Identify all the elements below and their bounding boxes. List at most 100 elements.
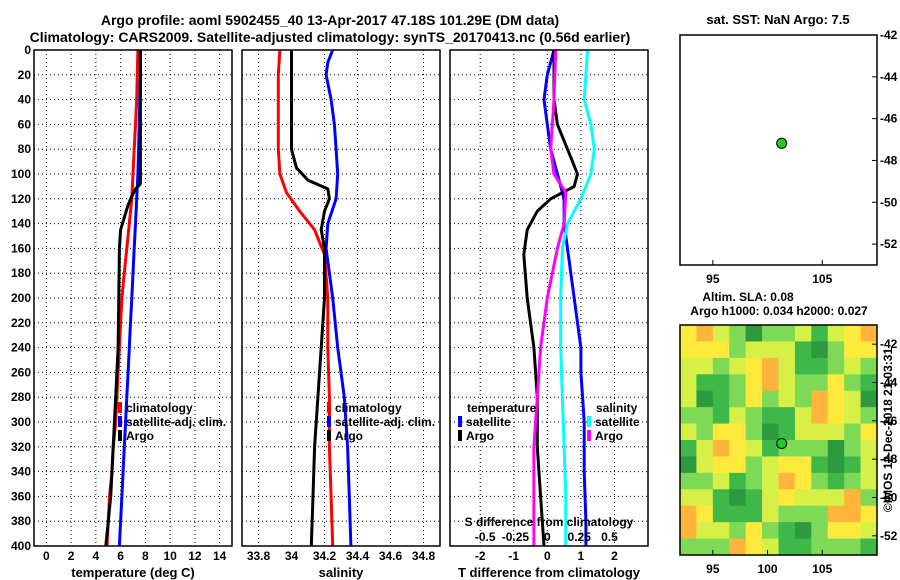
heatmap-cell — [712, 440, 730, 457]
heatmap-cell — [827, 423, 845, 441]
heatmap-cell — [794, 505, 812, 523]
legend-swatch-climatology — [327, 402, 331, 413]
x-tick-label: 105 — [812, 562, 832, 576]
panel-frame — [449, 49, 649, 547]
legend-label-argo: Argo — [335, 429, 363, 443]
heatmap-cell — [827, 472, 845, 490]
altim-title: Altim. SLA: 0.08 — [702, 290, 794, 304]
heatmap-cell — [860, 440, 877, 457]
heatmap-cell — [860, 390, 877, 408]
x-tick-label: 34.8 — [412, 549, 436, 563]
y-tick-label: -48 — [880, 153, 898, 167]
x2-tick-label: 0 — [544, 530, 551, 544]
heatmap-cell — [762, 325, 779, 342]
heatmap-cell — [762, 538, 779, 555]
heatmap-cell — [712, 538, 730, 555]
y-tick-label: -42 — [880, 28, 898, 42]
heatmap-cell — [811, 522, 829, 540]
heatmap-cell — [860, 538, 877, 555]
y-tick-label: 60 — [18, 117, 32, 131]
heatmap-cell — [745, 522, 763, 540]
legend-swatch-climatology — [118, 402, 122, 413]
x-tick-label: 34.4 — [346, 549, 370, 563]
heatmap-cell — [844, 407, 862, 425]
heatmap-cell — [712, 456, 730, 474]
heatmap-cell — [827, 505, 845, 523]
heatmap-cell — [794, 341, 812, 359]
heatmap-cell — [811, 423, 829, 441]
heatmap-cell — [729, 522, 747, 540]
heatmap-cell — [712, 374, 730, 392]
legend-label-climatology: climatology — [126, 401, 193, 415]
series-line-t-satellite — [542, 50, 588, 546]
series-line-t-argo — [522, 50, 579, 546]
heatmap-cell — [696, 538, 714, 555]
heatmap-cell — [860, 522, 877, 540]
legend-swatch-s-satellite — [587, 416, 591, 427]
x-tick-label: 8 — [142, 549, 149, 563]
heatmap-cell — [778, 456, 796, 474]
heatmap-cell — [811, 325, 829, 342]
series-line-satellite-adj-clim- — [324, 50, 353, 546]
x-tick-label: -1 — [508, 549, 519, 563]
heatmap-cell — [745, 341, 763, 359]
heatmap-cell — [680, 423, 697, 441]
legend-swatch-t-argo — [458, 430, 462, 441]
heatmap-cell — [860, 456, 877, 474]
y-tick-label: 20 — [18, 68, 32, 82]
heatmap-cell — [696, 374, 714, 392]
x-tick-label: 95 — [706, 272, 720, 286]
legend-swatch-s-argo — [587, 430, 591, 441]
y-tick-label: 40 — [18, 93, 32, 107]
heatmap-cell — [778, 472, 796, 490]
map-frame — [679, 324, 878, 556]
heatmap-cell — [745, 489, 763, 507]
heatmap-cell — [794, 374, 812, 392]
x-tick-label: 100 — [758, 562, 778, 576]
heatmap-cell — [844, 341, 862, 359]
heatmap-cell — [794, 440, 812, 457]
y-tick-label: -50 — [880, 195, 898, 209]
heatmap-cell — [712, 423, 730, 441]
y-tick-label: -44 — [880, 70, 898, 84]
heatmap-cell — [860, 341, 877, 359]
heatmap-cell — [778, 357, 796, 375]
y-tick-label: -50 — [880, 491, 898, 505]
altimetry-map-panel: -42 -44 -46 -48 -50 -52 95 100 105 — [679, 324, 898, 576]
heatmap-cell — [696, 325, 714, 342]
heatmap-cell — [778, 489, 796, 507]
series-line-argo — [104, 50, 142, 546]
heatmap-cell — [860, 472, 877, 490]
heatmap-cell — [827, 456, 845, 474]
legend-swatch-argo — [118, 430, 122, 441]
heatmap-cell — [696, 440, 714, 457]
x-tick-label: 105 — [812, 272, 832, 286]
legend-swatch-argo — [327, 430, 331, 441]
heatmap-cell — [729, 341, 747, 359]
x-tick-label: 10 — [163, 549, 177, 563]
series-line-s-argo — [532, 50, 568, 546]
heatmap-cells — [680, 325, 877, 555]
heatmap-cell — [729, 407, 747, 425]
y-tick-label: 100 — [11, 167, 31, 181]
salinity-panel: 33.8 34 34.2 34.4 34.6 34.8 — [241, 49, 441, 563]
legend-label-t-satellite: satellite — [466, 415, 511, 429]
difference-legend: temperature satellite Argo salinity sate… — [458, 401, 640, 443]
heatmap-cell — [729, 456, 747, 474]
heatmap-cell — [860, 489, 877, 507]
heatmap-cell — [729, 374, 747, 392]
plot-title-line1: Argo profile: aoml 5902455_40 13-Apr-201… — [100, 12, 560, 28]
heatmap-cell — [696, 456, 714, 474]
heatmap-cell — [696, 423, 714, 441]
heatmap-cell — [827, 407, 845, 425]
heatmap-cell — [762, 489, 779, 507]
heatmap-cell — [811, 374, 829, 392]
y-tick-label: -44 — [880, 376, 898, 390]
x-tick-label: -2 — [475, 549, 486, 563]
heatmap-cell — [794, 357, 812, 375]
y-tick-label: 260 — [11, 365, 31, 379]
heatmap-cell — [811, 440, 829, 457]
plot-title-line2: Climatology: CARS2009. Satellite-adjuste… — [29, 29, 631, 45]
heatmap-cell — [729, 357, 747, 375]
heatmap-cell — [778, 325, 796, 342]
